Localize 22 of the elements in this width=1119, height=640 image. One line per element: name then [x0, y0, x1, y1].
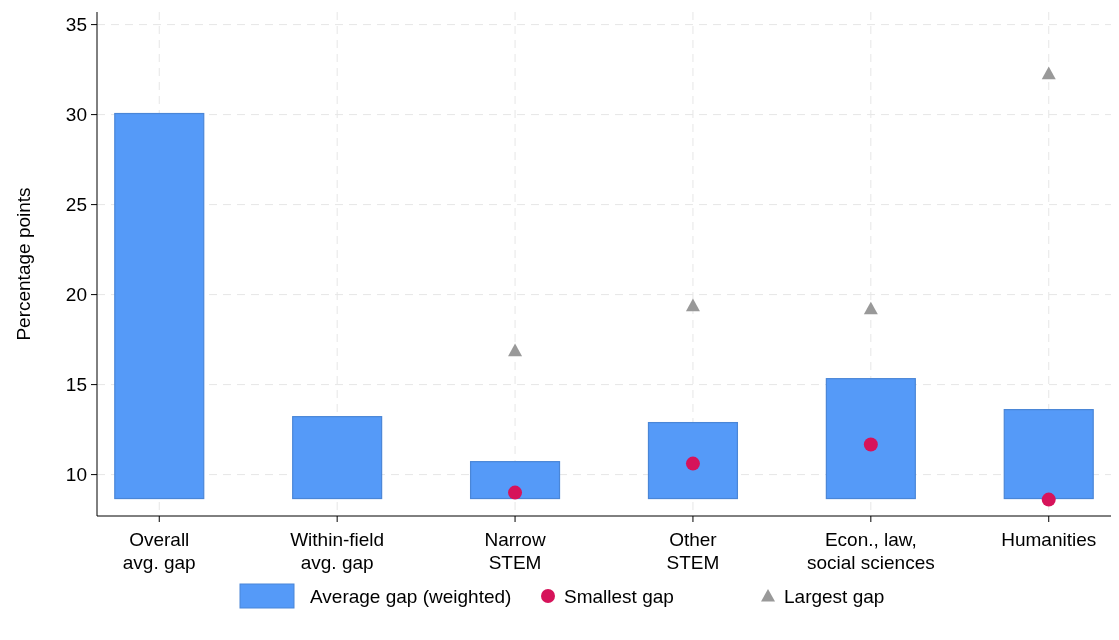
legend-label: Average gap (weighted) — [310, 585, 512, 607]
y-tick-label: 35 — [65, 14, 87, 36]
bar — [647, 421, 739, 500]
x-tick-label: Overall avg. gap — [122, 529, 196, 573]
y-tick-label: 30 — [65, 104, 87, 126]
y-tick-label: 25 — [65, 194, 87, 216]
legend-label: Largest gap — [784, 585, 885, 607]
y-tick-label: 10 — [65, 464, 87, 486]
x-tick-label: Other STEM — [666, 529, 720, 573]
x-tick-label: Econ., law, social sciences — [806, 529, 935, 573]
legend-label: Smallest gap — [564, 585, 674, 607]
y-tick-label: 20 — [65, 284, 87, 306]
bar — [1003, 409, 1094, 500]
y-axis-title: Percentage points — [13, 187, 34, 341]
y-tick-label: 15 — [65, 374, 87, 396]
bar — [825, 378, 916, 500]
x-tick-label: Within-field avg. gap — [290, 529, 385, 573]
x-tick-label: Narrow STEM — [484, 529, 546, 573]
bar — [469, 461, 561, 500]
bar — [292, 416, 383, 500]
x-tick-label: Humanities — [1001, 529, 1097, 550]
bar — [114, 112, 205, 500]
